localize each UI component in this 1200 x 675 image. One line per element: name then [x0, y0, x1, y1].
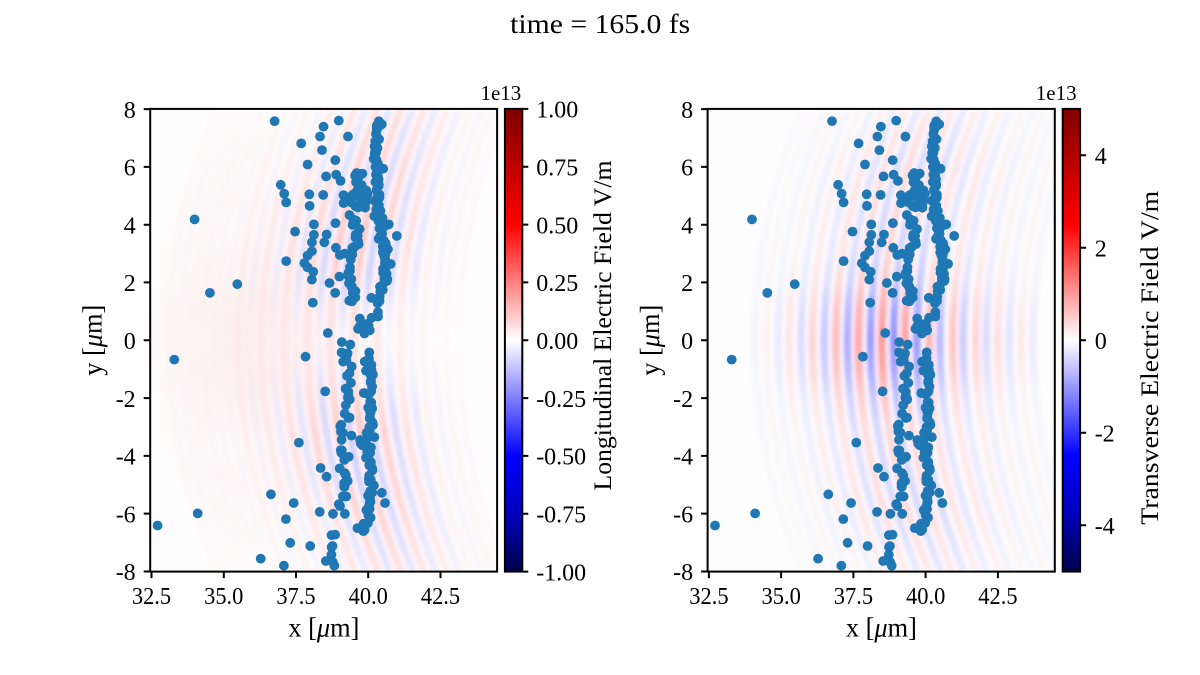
svg-text:-6: -6	[673, 502, 693, 528]
svg-text:0: 0	[124, 329, 136, 355]
svg-text:1.00: 1.00	[536, 98, 578, 124]
svg-text:-4: -4	[1095, 514, 1115, 540]
svg-text:4: 4	[1095, 144, 1107, 170]
svg-text:Transverse Electric Field V/m: Transverse Electric Field V/m	[1137, 190, 1164, 525]
svg-text:-0.50: -0.50	[536, 445, 586, 471]
svg-text:0: 0	[681, 329, 693, 355]
svg-text:-0.75: -0.75	[536, 502, 586, 528]
svg-text:40.0: 40.0	[906, 584, 945, 610]
svg-text:-4: -4	[673, 445, 693, 471]
svg-text:0.25: 0.25	[536, 271, 578, 297]
svg-text:x [μm]: x [μm]	[846, 613, 917, 644]
svg-text:40.0: 40.0	[349, 584, 388, 610]
svg-text:35.0: 35.0	[204, 584, 243, 610]
svg-text:0: 0	[1095, 329, 1107, 355]
svg-text:-4: -4	[116, 445, 136, 471]
svg-text:-8: -8	[116, 560, 136, 586]
svg-text:0.00: 0.00	[536, 329, 578, 355]
svg-text:0.75: 0.75	[536, 155, 578, 181]
svg-text:-6: -6	[116, 502, 136, 528]
svg-text:Longitudinal Electric Field V/: Longitudinal Electric Field V/m	[590, 160, 617, 491]
svg-text:y [μm]: y [μm]	[78, 305, 109, 376]
svg-text:-2: -2	[116, 387, 136, 413]
svg-text:4: 4	[124, 213, 136, 239]
svg-text:-0.25: -0.25	[536, 387, 586, 413]
svg-text:2: 2	[681, 271, 693, 297]
svg-text:1e13: 1e13	[1036, 81, 1077, 105]
svg-text:-2: -2	[1095, 421, 1115, 447]
svg-text:42.5: 42.5	[978, 584, 1017, 610]
svg-text:37.5: 37.5	[834, 584, 873, 610]
svg-text:2: 2	[124, 271, 136, 297]
svg-text:-1.00: -1.00	[536, 560, 586, 586]
svg-text:2: 2	[1095, 236, 1107, 262]
svg-text:6: 6	[681, 156, 693, 182]
svg-text:y [μm]: y [μm]	[635, 305, 666, 376]
svg-text:35.0: 35.0	[762, 584, 801, 610]
svg-text:6: 6	[124, 156, 136, 182]
svg-text:0.50: 0.50	[536, 213, 578, 239]
svg-text:42.5: 42.5	[421, 584, 460, 610]
svg-text:4: 4	[681, 213, 693, 239]
svg-text:8: 8	[681, 98, 693, 124]
svg-text:8: 8	[124, 98, 136, 124]
svg-text:time = 165.0 fs: time = 165.0 fs	[510, 9, 690, 40]
svg-text:-2: -2	[673, 387, 693, 413]
svg-text:32.5: 32.5	[132, 584, 171, 610]
svg-text:-8: -8	[673, 560, 693, 586]
svg-text:1e13: 1e13	[480, 81, 521, 105]
svg-text:32.5: 32.5	[689, 584, 728, 610]
svg-text:x [μm]: x [μm]	[288, 613, 359, 644]
svg-text:37.5: 37.5	[276, 584, 315, 610]
